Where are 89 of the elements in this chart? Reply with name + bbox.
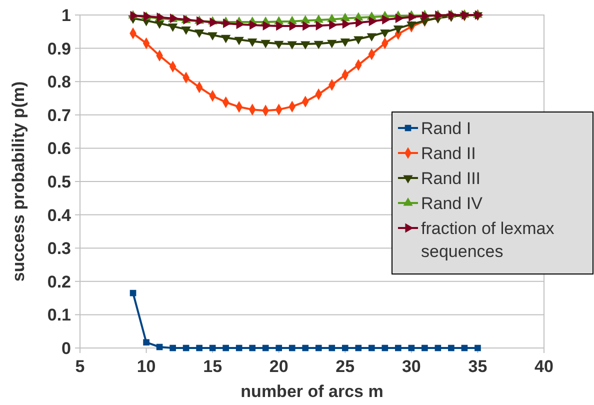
x-tick-label: 20	[269, 357, 288, 376]
point	[342, 344, 348, 352]
y-tick-label: 0.9	[47, 39, 71, 58]
point	[209, 344, 216, 352]
point	[368, 344, 375, 352]
point	[356, 18, 364, 28]
point	[354, 36, 364, 45]
point	[382, 344, 388, 352]
point	[194, 30, 204, 38]
point	[196, 344, 202, 352]
point	[168, 24, 178, 32]
point	[406, 22, 416, 30]
point	[236, 344, 242, 352]
point	[395, 14, 404, 24]
y-tick-label: 0.5	[47, 172, 71, 192]
x-tick-label: 5	[75, 357, 85, 376]
point	[182, 344, 190, 352]
legend-label: Rand III	[421, 169, 481, 188]
point	[260, 40, 270, 48]
y-tick-label: 0.7	[47, 106, 71, 125]
x-tick-label: 25	[336, 357, 355, 376]
point	[461, 344, 468, 352]
point	[368, 16, 378, 26]
legend-label: fraction of lexmax sequences	[421, 219, 555, 261]
y-tick-label: 0.4	[47, 206, 72, 225]
point	[130, 290, 136, 296]
point	[327, 40, 337, 48]
point	[249, 344, 256, 352]
y-tick-label: 0.3	[47, 239, 71, 258]
y-tick-label: 0.2	[47, 272, 71, 292]
point	[448, 344, 454, 352]
point	[300, 41, 310, 50]
point	[302, 21, 311, 31]
x-tick-label: 10	[136, 357, 156, 376]
point	[302, 344, 309, 352]
point	[422, 11, 430, 21]
point	[276, 344, 282, 352]
point	[170, 344, 176, 352]
point	[234, 36, 244, 46]
point	[236, 20, 245, 30]
x-tick-label: 30	[402, 357, 421, 376]
point	[408, 344, 415, 352]
point	[181, 26, 191, 35]
point	[144, 12, 152, 22]
point	[262, 20, 272, 30]
point	[382, 14, 390, 24]
point	[395, 344, 402, 352]
point	[316, 20, 324, 30]
y-tick-label: 0.8	[47, 72, 71, 92]
point	[380, 30, 390, 38]
point	[221, 34, 231, 44]
point	[340, 38, 350, 47]
point	[434, 344, 442, 352]
legend-label: Rand I	[421, 119, 472, 138]
point	[314, 40, 324, 50]
point	[274, 40, 284, 50]
point	[355, 344, 362, 352]
point	[315, 344, 322, 352]
point	[329, 20, 338, 30]
y-tick-label: 1	[62, 6, 71, 25]
x-axis-title: number of arcs m	[240, 382, 384, 401]
point	[208, 32, 218, 41]
point	[222, 344, 229, 352]
legend-label: Rand II	[421, 144, 476, 163]
point	[342, 19, 351, 29]
point	[276, 21, 284, 31]
point	[408, 12, 417, 22]
point	[328, 344, 336, 352]
x-tick-label: 15	[203, 357, 222, 376]
legend-label: Rand IV	[421, 194, 484, 213]
point	[393, 26, 403, 34]
point	[248, 38, 258, 47]
point	[223, 18, 232, 28]
y-axis-title: success probability p(m)	[9, 81, 28, 282]
point	[366, 33, 376, 42]
y-tick-label: 0.6	[47, 139, 71, 158]
point	[250, 20, 258, 30]
point	[287, 41, 297, 50]
x-tick-label: 40	[534, 357, 554, 376]
point	[156, 344, 163, 350]
x-tick-label: 35	[468, 357, 488, 376]
point	[288, 344, 296, 352]
y-tick-label: 0	[62, 339, 71, 358]
point	[143, 339, 150, 346]
y-tick-label: 0.1	[47, 306, 71, 325]
point	[422, 344, 428, 352]
point	[210, 18, 218, 28]
point	[474, 344, 481, 352]
point	[262, 344, 269, 352]
